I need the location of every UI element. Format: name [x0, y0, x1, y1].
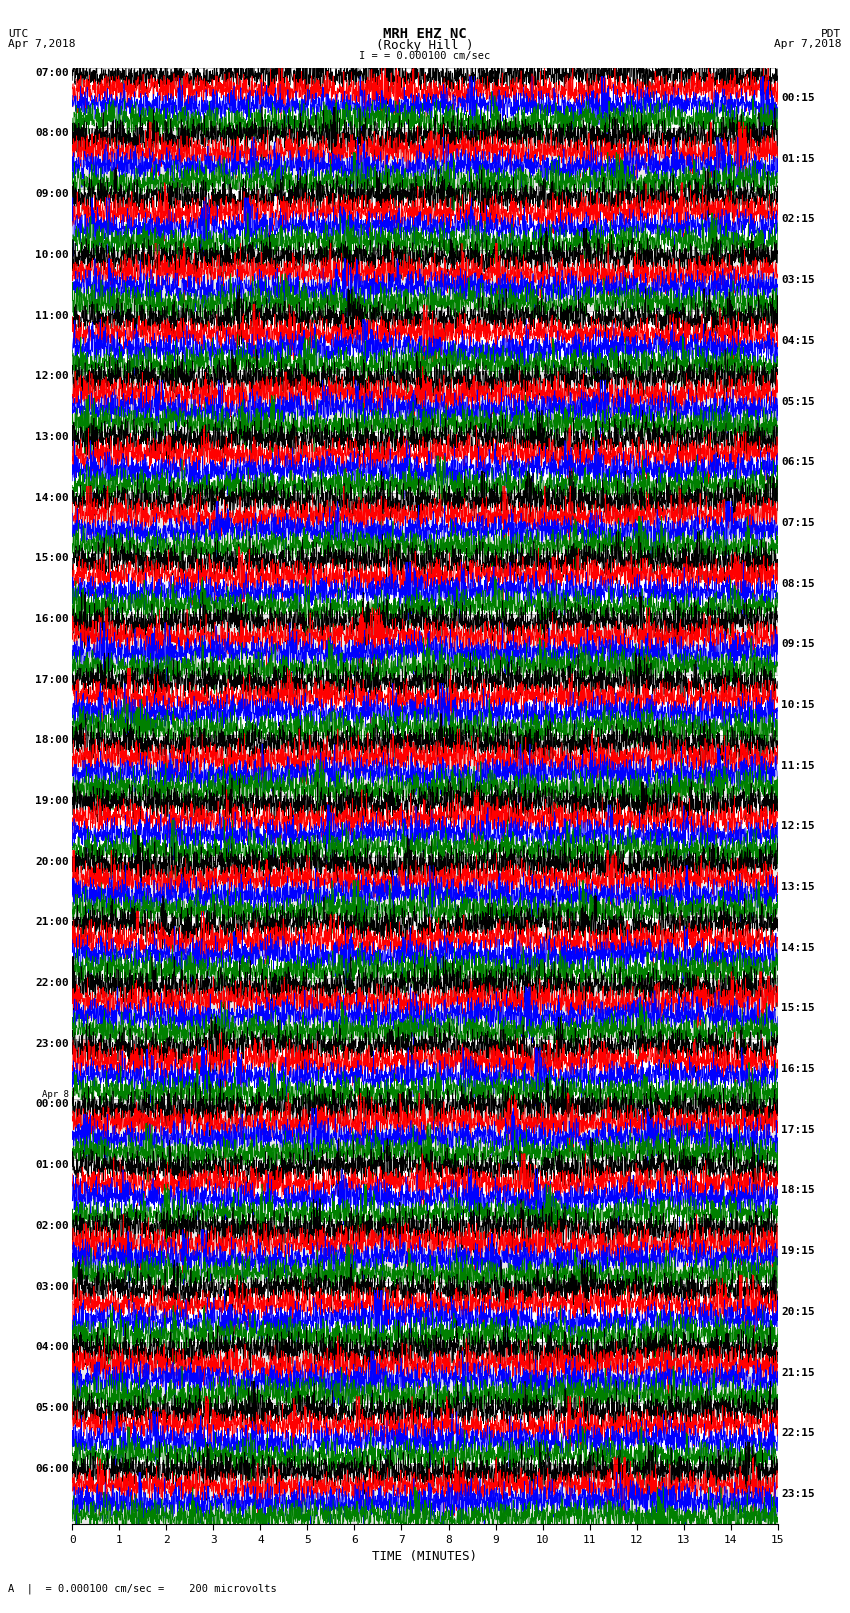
Text: 23:15: 23:15 — [781, 1489, 815, 1498]
Bar — [72, 918, 778, 977]
Bar — [72, 615, 778, 674]
Text: 05:00: 05:00 — [35, 1403, 69, 1413]
Bar — [72, 674, 778, 736]
Text: 23:00: 23:00 — [35, 1039, 69, 1048]
Text: 10:00: 10:00 — [35, 250, 69, 260]
Text: 00:00: 00:00 — [35, 1100, 69, 1110]
Text: 13:15: 13:15 — [781, 882, 815, 892]
Text: 14:15: 14:15 — [781, 942, 815, 953]
Text: Apr 7,2018: Apr 7,2018 — [774, 39, 842, 48]
Bar — [72, 1039, 778, 1100]
Text: 08:15: 08:15 — [781, 579, 815, 589]
Text: 19:00: 19:00 — [35, 797, 69, 806]
Bar — [72, 250, 778, 311]
Text: 17:00: 17:00 — [35, 674, 69, 684]
Text: 11:00: 11:00 — [35, 311, 69, 321]
Text: 15:15: 15:15 — [781, 1003, 815, 1013]
Text: 22:00: 22:00 — [35, 977, 69, 989]
Text: 22:15: 22:15 — [781, 1428, 815, 1439]
Text: Apr 8: Apr 8 — [42, 1090, 69, 1100]
Bar — [72, 68, 778, 129]
Text: 03:15: 03:15 — [781, 276, 815, 286]
Text: 21:00: 21:00 — [35, 918, 69, 927]
Text: 02:15: 02:15 — [781, 215, 815, 224]
Text: PDT: PDT — [821, 29, 842, 39]
Bar — [72, 1403, 778, 1463]
Bar — [72, 857, 778, 918]
Text: 07:15: 07:15 — [781, 518, 815, 527]
Text: 03:00: 03:00 — [35, 1281, 69, 1292]
Bar — [72, 736, 778, 797]
Text: 14:00: 14:00 — [35, 492, 69, 503]
Text: 02:00: 02:00 — [35, 1221, 69, 1231]
Text: 04:15: 04:15 — [781, 336, 815, 345]
Text: 13:00: 13:00 — [35, 432, 69, 442]
Text: 20:00: 20:00 — [35, 857, 69, 866]
Text: 01:15: 01:15 — [781, 153, 815, 165]
Text: 07:00: 07:00 — [35, 68, 69, 77]
Bar — [72, 371, 778, 432]
Bar — [72, 553, 778, 615]
Bar — [72, 129, 778, 189]
Text: (Rocky Hill ): (Rocky Hill ) — [377, 39, 473, 52]
Bar — [72, 1160, 778, 1221]
Text: 16:15: 16:15 — [781, 1065, 815, 1074]
Text: 16:00: 16:00 — [35, 615, 69, 624]
Text: 09:00: 09:00 — [35, 189, 69, 198]
Text: 17:15: 17:15 — [781, 1124, 815, 1136]
Text: 01:00: 01:00 — [35, 1160, 69, 1169]
Text: 18:00: 18:00 — [35, 736, 69, 745]
Text: 12:00: 12:00 — [35, 371, 69, 381]
Text: 15:00: 15:00 — [35, 553, 69, 563]
Text: 04:00: 04:00 — [35, 1342, 69, 1352]
Bar — [72, 432, 778, 492]
Text: 18:15: 18:15 — [781, 1186, 815, 1195]
Text: 05:15: 05:15 — [781, 397, 815, 406]
Bar — [72, 977, 778, 1039]
Text: 21:15: 21:15 — [781, 1368, 815, 1378]
Bar — [72, 1342, 778, 1403]
Bar — [72, 1100, 778, 1160]
Text: 09:15: 09:15 — [781, 639, 815, 650]
Text: MRH EHZ NC: MRH EHZ NC — [383, 27, 467, 40]
Bar — [72, 492, 778, 553]
Text: 11:15: 11:15 — [781, 761, 815, 771]
Text: 10:15: 10:15 — [781, 700, 815, 710]
Bar — [72, 1281, 778, 1342]
Text: 12:15: 12:15 — [781, 821, 815, 831]
Text: I = = 0.000100 cm/sec: I = = 0.000100 cm/sec — [360, 52, 490, 61]
Bar — [72, 311, 778, 371]
Text: 06:15: 06:15 — [781, 456, 815, 468]
Bar — [72, 1221, 778, 1281]
Bar — [72, 189, 778, 250]
Bar — [72, 797, 778, 857]
Text: 00:15: 00:15 — [781, 94, 815, 103]
Text: 19:15: 19:15 — [781, 1247, 815, 1257]
Text: UTC: UTC — [8, 29, 29, 39]
Bar — [72, 1463, 778, 1524]
Text: 08:00: 08:00 — [35, 129, 69, 139]
Text: 20:15: 20:15 — [781, 1307, 815, 1316]
X-axis label: TIME (MINUTES): TIME (MINUTES) — [372, 1550, 478, 1563]
Text: Apr 7,2018: Apr 7,2018 — [8, 39, 76, 48]
Text: A  |  = 0.000100 cm/sec =    200 microvolts: A | = 0.000100 cm/sec = 200 microvolts — [8, 1582, 277, 1594]
Text: 06:00: 06:00 — [35, 1463, 69, 1474]
